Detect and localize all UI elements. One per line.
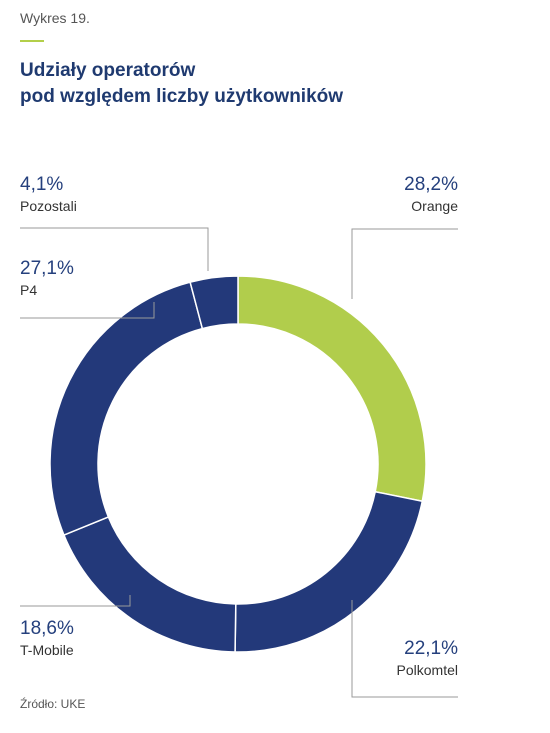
data-label-name-pozostali: Pozostali <box>20 198 77 214</box>
donut-slice-orange <box>237 275 427 503</box>
leader-line-orange <box>351 228 458 299</box>
donut-slice-p4 <box>49 281 204 537</box>
donut-slice-t-mobile <box>62 515 237 653</box>
leader-line-p4 <box>20 302 155 319</box>
data-label-value-orange: 28,2% <box>404 174 458 195</box>
leader-line-pozostali <box>20 227 209 271</box>
data-label-value-t-mobile: 18,6% <box>20 618 74 639</box>
donut-slice-pozostali <box>189 275 239 330</box>
figure-label: Wykres 19. <box>20 10 90 26</box>
chart-title-line-2: pod względem liczby użytkowników <box>20 86 344 107</box>
chart-title: Udziały operatorów pod względem liczby u… <box>20 58 343 110</box>
data-label-name-orange: Orange <box>411 198 458 214</box>
source-note: Źródło: UKE <box>20 697 86 711</box>
chart-title-line-1: Udziały operatorów <box>20 60 196 81</box>
data-label-name-p4: P4 <box>20 282 37 298</box>
data-label-name-t-mobile: T-Mobile <box>20 642 74 658</box>
donut-slice-polkomtel <box>234 490 424 653</box>
data-label-value-polkomtel: 22,1% <box>404 638 458 659</box>
leader-line-t-mobile <box>20 595 131 607</box>
title-accent-rule <box>20 40 44 42</box>
data-label-value-p4: 27,1% <box>20 258 74 279</box>
leader-line-polkomtel <box>351 600 458 698</box>
data-label-value-pozostali: 4,1% <box>20 174 63 195</box>
data-label-name-polkomtel: Polkomtel <box>397 662 458 678</box>
